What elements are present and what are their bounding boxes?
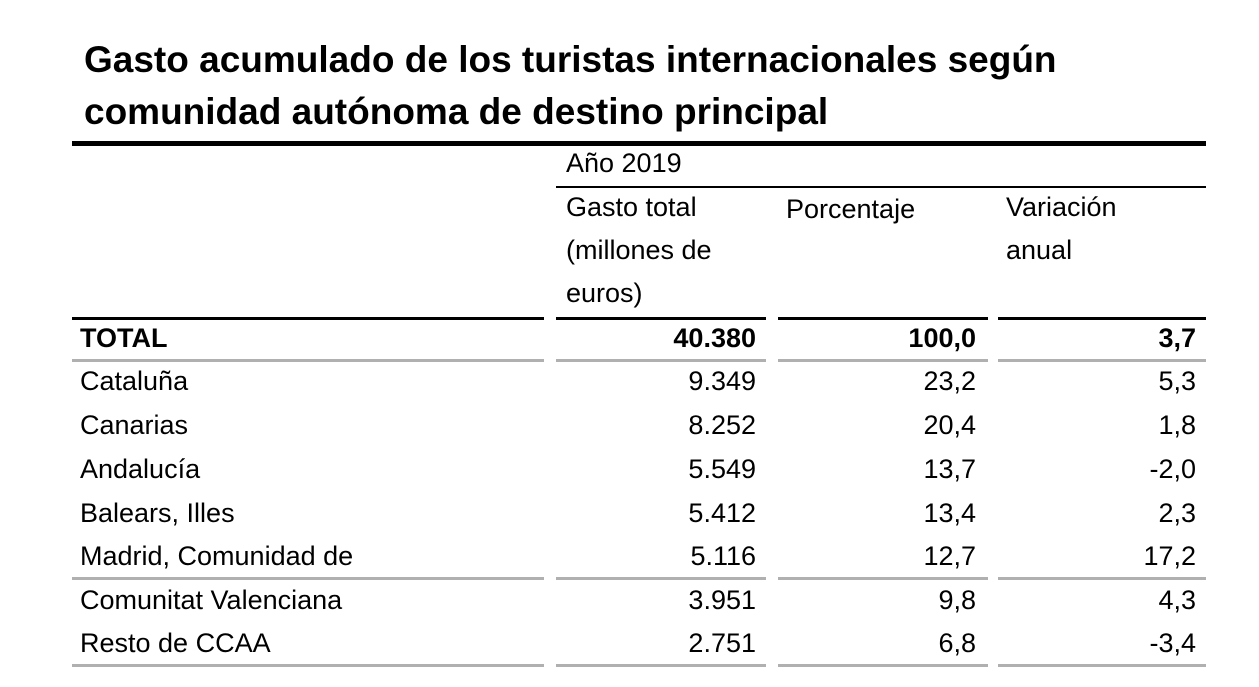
- gasto-total-value: 8.252: [688, 410, 756, 440]
- variacion-anual-value: 5,3: [1158, 366, 1196, 396]
- title-divider: [72, 141, 1206, 146]
- variacion-anual-value: 1,8: [1158, 410, 1196, 440]
- region-name: Andalucía: [80, 454, 201, 484]
- porcentaje-value: 12,7: [923, 541, 976, 571]
- col-gasto-header-2: (millones de: [566, 235, 712, 265]
- gasto-total-value: 3.951: [688, 585, 756, 615]
- region-name: Madrid, Comunidad de: [80, 541, 354, 571]
- total-row-divider-0: [72, 359, 544, 362]
- page-title: Gasto acumulado de los turistas internac…: [84, 39, 1057, 132]
- header-divider-col1: [556, 317, 766, 320]
- total-row-divider-3: [998, 359, 1206, 362]
- gasto-total-value: 5.549: [688, 454, 756, 484]
- table-bottom-rule-0: [72, 664, 544, 667]
- table-bottom-rule-3: [998, 664, 1206, 667]
- gasto-total-value: 5.116: [690, 541, 756, 571]
- variacion-anual-value: 4,3: [1158, 585, 1196, 615]
- group-divider-2: [778, 577, 988, 580]
- header-divider-col3: [998, 317, 1206, 320]
- variacion-anual-value: 2,3: [1158, 498, 1196, 528]
- porcentaje-value: 13,7: [923, 454, 976, 484]
- table-row: Comunitat Valenciana 3.951 9,8 4,3: [0, 578, 1259, 622]
- variacion-anual-value: -3,4: [1149, 628, 1196, 658]
- total-row-divider-1: [556, 359, 766, 362]
- porcentaje-value: 23,2: [923, 366, 976, 396]
- table-row: Madrid, Comunidad de 5.116 12,7 17,2: [0, 534, 1259, 578]
- group-divider-3: [998, 577, 1206, 580]
- table-row: Andalucía 5.549 13,7 -2,0: [0, 447, 1259, 491]
- porcentaje-value: 100,0: [908, 323, 976, 353]
- porcentaje-value: 20,4: [923, 410, 976, 440]
- region-name: TOTAL: [80, 323, 168, 353]
- region-name: Balears, Illes: [80, 498, 235, 528]
- table-row: Balears, Illes 5.412 13,4 2,3: [0, 491, 1259, 535]
- table-row: Resto de CCAA 2.751 6,8 -3,4: [0, 621, 1259, 665]
- header-divider-label: [72, 317, 544, 320]
- variacion-anual-value: -2,0: [1149, 454, 1196, 484]
- porcentaje-value: 13,4: [923, 498, 976, 528]
- region-name: Comunitat Valenciana: [80, 585, 343, 615]
- header-divider-col2: [778, 317, 988, 320]
- year-header: Año 2019: [566, 148, 682, 178]
- group-divider-1: [556, 577, 766, 580]
- region-name: Canarias: [80, 410, 189, 440]
- gasto-total-value: 9.349: [688, 366, 756, 396]
- year-divider: [556, 186, 1206, 188]
- total-row: TOTAL 40.380 100,0 3,7: [0, 316, 1259, 360]
- col-gasto-header-3: euros): [566, 278, 643, 308]
- variacion-anual-value: 17,2: [1143, 541, 1196, 571]
- col-porcentaje-header: Porcentaje: [786, 194, 916, 224]
- col-variacion-header-1: Variación: [1006, 192, 1117, 222]
- gasto-total-value: 2.751: [688, 628, 756, 658]
- variacion-anual-value: 3,7: [1158, 323, 1196, 353]
- gasto-total-value: 40.380: [673, 323, 756, 353]
- table-row: Cataluña 9.349 23,2 5,3: [0, 359, 1259, 403]
- col-variacion-header-2: anual: [1006, 235, 1073, 265]
- col-gasto-header-1: Gasto total: [566, 192, 697, 222]
- group-divider-0: [72, 577, 544, 580]
- table-bottom-rule-1: [556, 664, 766, 667]
- region-name: Cataluña: [80, 366, 189, 396]
- gasto-total-value: 5.412: [688, 498, 756, 528]
- porcentaje-value: 9,8: [938, 585, 976, 615]
- porcentaje-value: 6,8: [938, 628, 976, 658]
- total-row-divider-2: [778, 359, 988, 362]
- table-row: Canarias 8.252 20,4 1,8: [0, 403, 1259, 447]
- table-bottom-rule-2: [778, 664, 988, 667]
- region-name: Resto de CCAA: [80, 628, 271, 658]
